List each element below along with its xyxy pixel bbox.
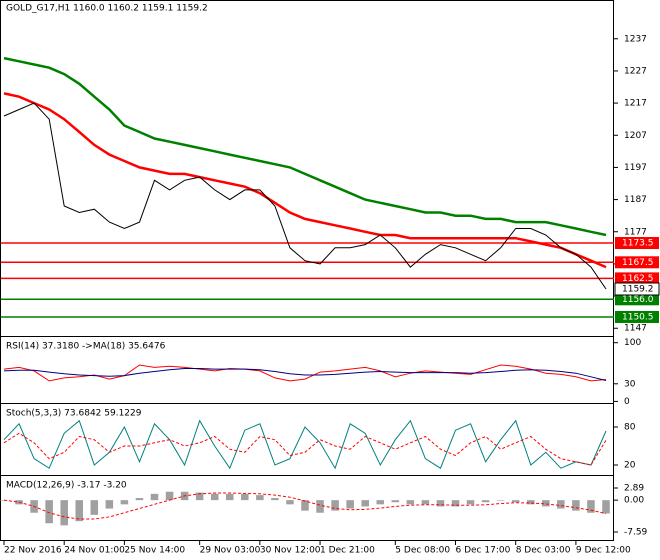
price-label: 1162.5: [622, 274, 654, 284]
bar: [105, 500, 114, 509]
x-tick-label: 29 Nov 03:00: [200, 546, 261, 556]
bar: [587, 500, 595, 513]
y-tick-label: 80: [624, 422, 636, 432]
bar: [481, 500, 490, 503]
price-label-box: [615, 310, 659, 323]
bar: [391, 500, 400, 503]
bar: [557, 500, 565, 509]
x-tick-label: 25 Nov 14:00: [124, 546, 185, 556]
y-tick-label: 100: [624, 338, 641, 348]
y-tick-label: -7.59: [624, 528, 648, 538]
panel-title: GOLD_G17,H1 1160.0 1160.2 1159.1 1159.2: [6, 4, 208, 14]
last-price-box: [614, 282, 660, 296]
bar: [135, 498, 144, 501]
y-tick-label: 20: [624, 461, 636, 471]
bar: [526, 500, 535, 505]
series-line: [3, 432, 607, 466]
bar: [210, 493, 219, 501]
bar: [331, 500, 339, 511]
bar: [436, 500, 445, 507]
y-tick-label: 30: [624, 379, 636, 389]
bar: [241, 493, 249, 501]
bar: [225, 493, 234, 501]
series-line: [3, 92, 607, 269]
y-tick-label: 0: [624, 397, 630, 407]
bar: [602, 500, 610, 514]
y-tick-label: 2.89: [624, 484, 644, 494]
bar: [165, 491, 174, 501]
panel-title: Stoch(5,3,3) 73.6842 59.1229: [6, 409, 142, 419]
bar: [301, 500, 309, 511]
price-label: 1173.5: [622, 239, 654, 249]
y-tick-label: 1187: [624, 195, 647, 205]
series-line: [3, 56, 607, 237]
price-label-box: [615, 293, 659, 306]
series-line: [3, 419, 607, 470]
price-label-box: [615, 256, 659, 269]
bar: [271, 498, 279, 501]
bar: [466, 500, 475, 505]
price-label-box: [615, 237, 659, 250]
series-line: [3, 102, 607, 290]
bar: [511, 500, 520, 503]
panel-title: MACD(12,26,9) -3.17 -3.20: [6, 481, 127, 491]
price-label: 1156.0: [622, 295, 654, 305]
x-tick-label: 6 Dec 17:00: [456, 546, 511, 556]
price-label: 1150.5: [622, 312, 654, 322]
bar: [572, 500, 580, 511]
bar: [406, 500, 415, 505]
x-tick-label: 5 Dec 08:00: [395, 546, 450, 556]
bar: [45, 500, 53, 524]
bar: [256, 495, 264, 501]
bar: [542, 500, 550, 507]
price-label: 1167.5: [622, 258, 654, 268]
x-tick-label: 22 Nov 2016: [4, 546, 62, 556]
bar: [316, 500, 324, 513]
series-line: [3, 368, 607, 381]
bar: [60, 500, 68, 526]
bar: [376, 500, 385, 505]
y-tick-label: 1207: [624, 131, 647, 141]
y-tick-label: 1227: [624, 66, 647, 76]
series-line: [3, 492, 607, 520]
panel-title: RSI(14) 37.3180 ->MA(18) 35.6476: [6, 342, 166, 352]
y-tick-label: 0.00: [624, 496, 644, 506]
x-tick-label: 1 Dec 21:00: [320, 546, 375, 556]
bar: [90, 500, 99, 515]
x-tick-label: 30 Nov 12:00: [260, 546, 321, 556]
y-tick-label: 1197: [624, 163, 647, 173]
x-tick-label: 24 Nov 01:00: [64, 546, 125, 556]
bar: [150, 493, 159, 501]
bar: [195, 492, 204, 501]
bar: [451, 500, 460, 507]
bar: [286, 500, 294, 505]
bar: [421, 500, 430, 505]
x-tick-label: 8 Dec 03:00: [516, 546, 571, 556]
y-tick-label: 1237: [624, 34, 647, 44]
price-label-box: [615, 272, 659, 285]
bar: [496, 500, 505, 501]
y-tick-label: 1147: [624, 324, 647, 334]
bar: [75, 500, 84, 522]
bar: [346, 500, 354, 509]
y-tick-label: 1217: [624, 99, 647, 109]
bar: [361, 500, 369, 507]
series-line: [3, 364, 607, 382]
y-tick-label: 1177: [624, 227, 647, 237]
bar: [120, 500, 129, 505]
last-price: 1159.2: [622, 285, 654, 295]
x-tick-label: 9 Dec 12:00: [576, 546, 631, 556]
